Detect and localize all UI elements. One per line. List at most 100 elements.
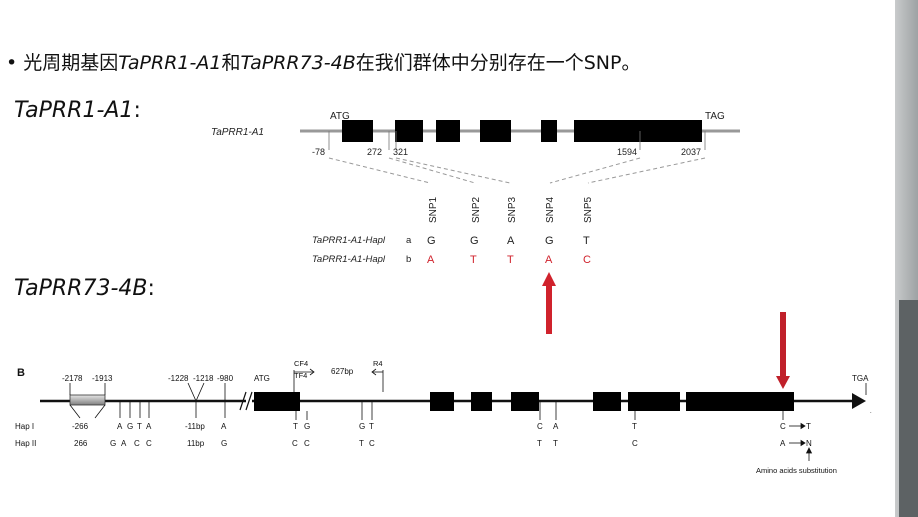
pos-a-1: -78 — [312, 147, 325, 157]
exon-a1 — [342, 120, 373, 142]
promoter-positions: -2178 -1913 -1228 -1218 -980 — [62, 374, 234, 383]
break-mark-1 — [239, 391, 247, 411]
hap-b-alleles: A T T A C — [427, 254, 591, 266]
hap1-v4: T — [137, 422, 142, 431]
hap-b-suffix: b — [406, 254, 411, 265]
slide: • 光周期基因TaPRR1-A1和TaPRR73-4B在我们群体中分别存在一个S… — [6, 48, 872, 475]
prom-pos-2: -1913 — [92, 374, 113, 383]
hap-a-suffix: a — [406, 235, 412, 246]
primer-tf4: TF4 — [294, 371, 307, 380]
hap1-v12: C — [537, 422, 543, 431]
snp-red-arrow-b — [776, 312, 790, 389]
break-mark-2 — [245, 391, 253, 411]
diagram-b: B -2178 -1913 — [15, 312, 869, 475]
hap1-v9: G — [304, 422, 310, 431]
hap1-v14: T — [632, 422, 637, 431]
prom-pos-5: -980 — [217, 374, 234, 383]
hap-b-allele-4: A — [545, 254, 553, 266]
hap2-v4: C — [134, 439, 140, 448]
hap2-v7: G — [221, 439, 227, 448]
exon-a2 — [395, 120, 423, 142]
substitution-note: Amino acids substitution — [756, 466, 837, 475]
slide-title: • 光周期基因TaPRR1-A1和TaPRR73-4B在我们群体中分别存在一个S… — [6, 48, 640, 75]
hap1-v3: G — [127, 422, 133, 431]
hap1-v16: T — [806, 422, 811, 431]
hap-a-allele-5: T — [583, 235, 590, 247]
stop-codon-b: TGA — [852, 374, 869, 383]
exon-b1 — [254, 392, 300, 411]
hap1-v13: A — [553, 422, 559, 431]
gene-a-label: TaPRR1-A1 — [211, 127, 264, 138]
substitution-arrows — [789, 422, 813, 461]
stray-dot: . — [870, 409, 872, 415]
exon-a6 — [574, 120, 702, 142]
heading-tapprr1-colon: : — [133, 98, 141, 123]
hap-b-allele-2: T — [470, 254, 477, 266]
pos-a-2: 272 — [367, 147, 382, 157]
bullet: • — [6, 52, 18, 74]
amplicon-size: 627bp — [331, 367, 354, 376]
hap-a-allele-1: G — [427, 235, 436, 247]
stop-codon-a: TAG — [705, 111, 725, 122]
prom-pos-1: -2178 — [62, 374, 83, 383]
hap2-v15: A — [780, 439, 786, 448]
hap-a-allele-2: G — [470, 235, 479, 247]
heading-tapprr73: TaPRR73-4B: — [14, 276, 155, 301]
hap1-variants: -266 A G T A -11bp A T G G T C A T C T — [72, 422, 811, 431]
hap-b-label: TaPRR1-A1-Hapl — [312, 254, 386, 265]
gene-b-end-arrow — [852, 393, 866, 409]
primer-r4: R4 — [373, 359, 383, 368]
hap2-variants: 266 G A C C 11bp G C C T C T T C A N — [74, 439, 812, 448]
prom-pos-3: -1228 — [168, 374, 189, 383]
hap2-v3: A — [121, 439, 127, 448]
exon-b7 — [686, 392, 794, 411]
heading-tapprr73-colon: : — [147, 276, 155, 301]
exon-b4 — [511, 392, 539, 411]
right-edge-panel — [899, 300, 918, 517]
hap-a-alleles: G G A G T — [427, 235, 590, 247]
hap-a-allele-3: A — [507, 235, 515, 247]
hap-a-allele-4: G — [545, 235, 554, 247]
heading-tapprr73-text: TaPRR73-4B — [14, 276, 148, 301]
hap2-label: Hap II — [15, 439, 36, 448]
title-prefix: 光周期基因 — [23, 52, 119, 74]
hap2-v16: N — [806, 439, 812, 448]
hap1-v7: A — [221, 422, 227, 431]
hap1-v8: T — [293, 422, 298, 431]
hap-b-allele-3: T — [507, 254, 514, 266]
hap2-v13: T — [553, 439, 558, 448]
promoter-marks — [69, 382, 226, 419]
hap1-v10: G — [359, 422, 365, 431]
snp-labels-a: SNP1 SNP2 SNP3 SNP4 SNP5 — [428, 196, 594, 223]
hap-b-allele-5: C — [583, 254, 591, 266]
position-ticks-a — [328, 131, 706, 150]
hap1-v11: T — [369, 422, 374, 431]
primer-marks — [293, 368, 384, 392]
exon-a4 — [480, 120, 511, 142]
snp-4: SNP4 — [545, 196, 556, 223]
title-connector: 和 — [221, 52, 241, 74]
heading-tapprr1: TaPRR1-A1: — [14, 98, 141, 123]
hap1-v1: -266 — [72, 422, 89, 431]
pos-a-5: 2037 — [681, 147, 701, 157]
right-edge-strip — [895, 0, 918, 517]
hap2-v11: C — [369, 439, 375, 448]
deletion-region — [69, 394, 106, 406]
hap2-v12: T — [537, 439, 542, 448]
hap2-v5: C — [146, 439, 152, 448]
title-suffix: 在我们群体中分别存在一个SNP。 — [355, 52, 641, 74]
hap1-v5: A — [146, 422, 152, 431]
hap2-v2: G — [110, 439, 116, 448]
panel-b-label: B — [17, 367, 25, 379]
hap1-v6: -11bp — [185, 422, 205, 431]
pos-a-4: 1594 — [617, 147, 637, 157]
prom-pos-4: -1218 — [193, 374, 214, 383]
snp-2: SNP2 — [471, 196, 482, 223]
start-codon-b: ATG — [254, 374, 270, 383]
pos-a-3: 321 — [393, 147, 408, 157]
exon-a3 — [436, 120, 460, 142]
hap1-v2: A — [117, 422, 123, 431]
heading-tapprr1-text: TaPRR1-A1 — [14, 98, 134, 123]
title-gene1: TaPRR1-A1 — [118, 52, 222, 74]
diagram-a: TaPRR1-A1 ATG TAG -78 272 321 1594 2037 — [211, 111, 740, 334]
